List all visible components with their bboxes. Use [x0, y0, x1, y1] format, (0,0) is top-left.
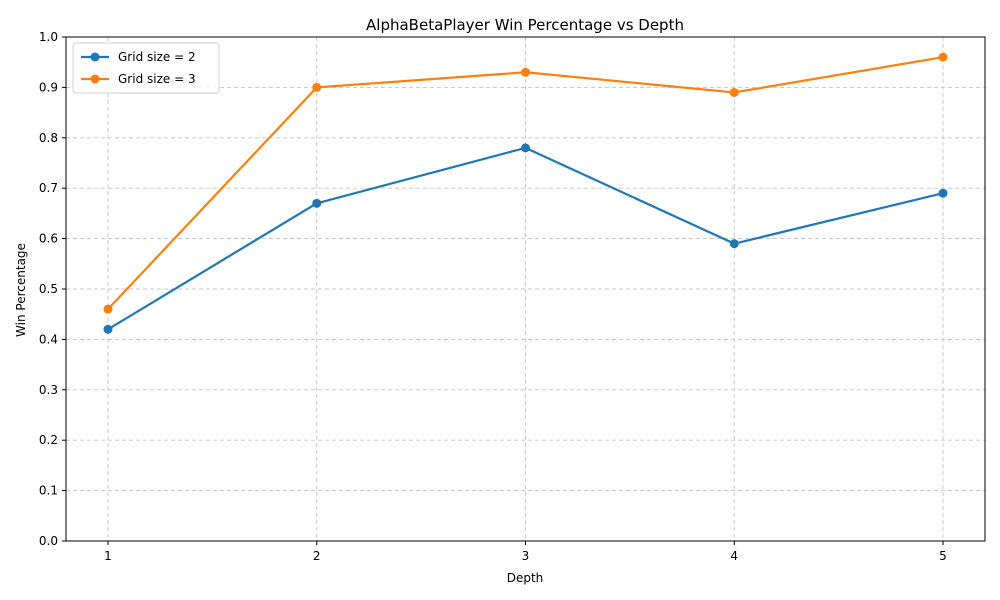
x-tick-label: 4 [730, 549, 738, 563]
chart-title: AlphaBetaPlayer Win Percentage vs Depth [366, 16, 684, 34]
y-tick-label: 0.6 [39, 232, 58, 246]
legend-label: Grid size = 2 [118, 50, 196, 64]
y-tick-label: 0.7 [39, 181, 58, 195]
y-tick-label: 0.3 [39, 383, 58, 397]
x-tick-label: 1 [104, 549, 112, 563]
y-tick-label: 0.0 [39, 534, 58, 548]
y-tick-label: 1.0 [39, 30, 58, 44]
data-point [103, 304, 113, 314]
data-point [312, 198, 322, 208]
x-axis-label: Depth [507, 571, 544, 585]
legend-box [72, 42, 220, 94]
data-point [103, 324, 113, 334]
data-point [729, 87, 739, 97]
y-tick-label: 0.4 [39, 332, 58, 346]
data-point [521, 67, 530, 77]
y-tick-label: 0.8 [39, 131, 58, 145]
x-axis-ticks: 1 2 3 4 5 [104, 541, 947, 563]
series-1 [103, 143, 948, 334]
x-tick-label: 5 [939, 549, 947, 563]
y-tick-label: 0.1 [39, 484, 58, 498]
series-2 [103, 52, 948, 314]
legend-label: Grid size = 3 [118, 72, 196, 86]
legend-marker [90, 52, 100, 62]
y-tick-label: 0.9 [39, 80, 58, 94]
series-layer [103, 52, 948, 334]
legend: Grid size = 2 Grid size = 3 [72, 42, 220, 94]
data-point [938, 188, 948, 198]
legend-item: Grid size = 3 [81, 72, 196, 86]
data-point [729, 239, 739, 249]
y-tick-label: 0.5 [39, 282, 58, 296]
x-tick-label: 2 [313, 549, 321, 563]
legend-marker [90, 74, 100, 84]
data-point [312, 82, 322, 92]
data-point [938, 52, 948, 62]
data-point [521, 143, 530, 153]
x-tick-label: 3 [522, 549, 530, 563]
y-tick-label: 0.2 [39, 433, 58, 447]
grid-lines [66, 36, 985, 542]
y-axis-label: Win Percentage [14, 243, 28, 337]
legend-item: Grid size = 2 [81, 50, 196, 64]
y-axis-ticks: 0.0 0.1 0.2 0.3 0.4 0.5 0.6 0.7 0.8 0.9 1.0 [39, 30, 66, 548]
